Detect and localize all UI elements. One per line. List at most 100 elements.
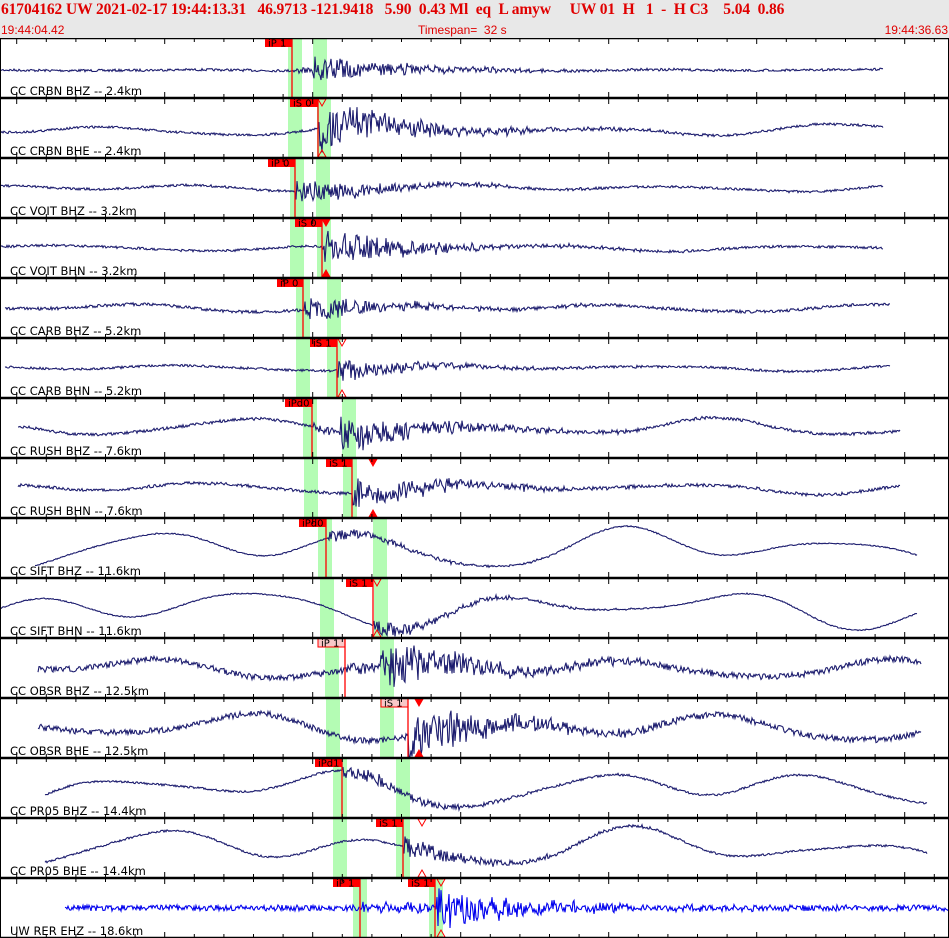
trace-label: CC OBSR BHZ -- 12.5km [10, 684, 149, 698]
pick-flag[interactable] [315, 758, 342, 767]
pick-label: iP 1 [321, 639, 339, 650]
trace-panel[interactable]: iP 0 CC CARB BHZ -- 5.2km [4, 278, 891, 338]
trace-panel[interactable]: iP 1 CC CRBN BHZ -- 2.4km [0, 38, 884, 98]
trace-panel[interactable]: iPd1 CC PR05 BHZ -- 14.4km [10, 758, 928, 818]
pick-label: iP 0 [280, 279, 298, 290]
trace-label: CC CARB BHN -- 5.2km [10, 384, 142, 398]
pick-label: iS 0 [298, 219, 317, 230]
p-window-marker [290, 218, 304, 278]
waveform [4, 298, 891, 320]
start-time: 19:44:04.42 [1, 23, 65, 37]
waveform [37, 709, 922, 758]
s-window-marker [343, 458, 357, 518]
trace-panel[interactable]: iS 1 CC CARB BHN -- 5.2km [4, 338, 891, 398]
trace-label: CC RUSH BHN -- 7.6km [10, 504, 143, 518]
trace-panel[interactable]: iP 0 CC VOIT BHZ -- 3.2km [0, 158, 884, 218]
trace-panel[interactable]: iPd0 CC RUSH BHZ -- 7.6km [10, 398, 901, 458]
trace-label: CC SIFT BHZ -- 11.6km [10, 564, 141, 578]
pick-flag[interactable] [346, 578, 373, 587]
pick-label: iS 1 [379, 819, 398, 830]
trace-panel[interactable]: iP 1 CC OBSR BHZ -- 12.5km [10, 637, 922, 698]
waveform [0, 107, 884, 153]
trace-label: CC OBSR BHE -- 12.5km [10, 744, 148, 758]
waveform [34, 524, 918, 569]
event-header: 61704162 UW 2021-02-17 19:44:13.31 46.97… [0, 0, 949, 38]
pick-label: iS 1 [384, 699, 403, 710]
waveform [0, 180, 884, 203]
pick-flag[interactable] [268, 158, 295, 167]
p-window-marker [303, 398, 317, 458]
pick-label: iS 1 [349, 579, 368, 590]
s-window-marker [313, 38, 327, 98]
s-window-marker [374, 578, 388, 638]
p-window-marker [320, 578, 334, 638]
trace-panel[interactable]: iS 1 CC SIFT BHN -- 11.6km [0, 578, 918, 638]
seismogram-panels[interactable]: iP 1 CC CRBN BHZ -- 2.4km iS 0 CC CRBN BHE … [0, 38, 949, 938]
trace-label: CC RUSH BHZ -- 7.6km [10, 444, 142, 458]
event-summary: 61704162 UW 2021-02-17 19:44:13.31 46.97… [1, 1, 785, 18]
waveform [4, 360, 891, 381]
pick-label: iPd0 [288, 399, 310, 410]
trace-label: CC CRBN BHZ -- 2.4km [10, 84, 142, 98]
s-window-marker [373, 518, 387, 578]
pick-flag[interactable] [310, 338, 337, 347]
pick-flag[interactable] [376, 818, 403, 827]
p-window-marker [333, 818, 347, 878]
pick-label: iS 1 [313, 339, 332, 350]
waveform [0, 230, 884, 262]
p-window-marker [304, 458, 318, 518]
trace-panel[interactable]: iS 0 CC CRBN BHE -- 2.4km [0, 98, 884, 158]
trace-label: CC PR05 BHE -- 14.4km [10, 864, 146, 878]
trace-label: CC PR05 BHZ -- 14.4km [10, 804, 146, 818]
waveform [64, 888, 949, 929]
pick-label: iS 0 [293, 99, 312, 110]
waveform [44, 823, 928, 867]
p-window-marker [318, 518, 332, 578]
p-window-marker [326, 698, 340, 758]
waveform [37, 645, 922, 687]
trace-label: CC CARB BHZ -- 5.2km [10, 324, 141, 338]
timespan: Timespan= 32 s [418, 23, 507, 37]
trace-panel[interactable]: iP 1 iS 1 UW RER EHZ -- 18.6km [10, 878, 949, 938]
pick-flag[interactable] [290, 98, 318, 107]
theoretical-arrival-top-icon [417, 818, 427, 828]
pick-flag[interactable] [295, 218, 322, 227]
trace-panel[interactable]: iS 0 CC VOIT BHN -- 3.2km [0, 218, 884, 278]
p-window-marker [325, 638, 339, 698]
waveform [0, 592, 918, 637]
waveform [44, 766, 928, 813]
pick-label: iS 1 [329, 459, 348, 470]
waveform [17, 477, 901, 507]
pick-flag[interactable] [333, 878, 360, 887]
pick-flag[interactable] [326, 458, 352, 467]
waveform [18, 415, 901, 451]
p-window-marker [296, 338, 310, 398]
pick-flag[interactable] [277, 278, 303, 287]
pick-flag[interactable] [265, 38, 292, 47]
p-window-marker [288, 98, 302, 158]
pick-flag[interactable] [408, 878, 435, 887]
trace-label: CC CRBN BHE -- 2.4km [10, 144, 141, 158]
trace-panel[interactable]: iS 1 CC RUSH BHN -- 7.6km [10, 458, 901, 518]
pick-label: iP 0 [271, 159, 289, 170]
theoretical-arrival-top-icon [368, 458, 378, 468]
trace-label: CC VOIT BHZ -- 3.2km [10, 204, 137, 218]
pick-label: iPd1 [318, 759, 340, 770]
trace-label: CC SIFT BHN -- 11.6km [10, 624, 142, 638]
trace-panel[interactable]: iS 1 CC PR05 BHE -- 14.4km [10, 818, 928, 878]
pick-flag[interactable] [285, 398, 312, 407]
s-window-marker [380, 698, 394, 758]
trace-label: CC VOIT BHN -- 3.2km [10, 264, 137, 278]
pick-label: iP 1 [336, 879, 354, 890]
s-window-marker [396, 758, 410, 818]
theoretical-arrival-bottom-icon [417, 868, 427, 878]
trace-panel[interactable]: iS 1 CC OBSR BHE -- 12.5km [10, 697, 922, 758]
waveform [0, 56, 884, 81]
theoretical-arrival-bottom-icon [368, 508, 378, 518]
pick-label: iS 1 [411, 879, 430, 890]
end-time: 19:44:36.63 [884, 23, 948, 37]
pick-label: iP 1 [268, 39, 286, 50]
trace-label: UW RER EHZ -- 18.6km [10, 924, 143, 938]
theoretical-arrival-top-icon [414, 698, 424, 708]
